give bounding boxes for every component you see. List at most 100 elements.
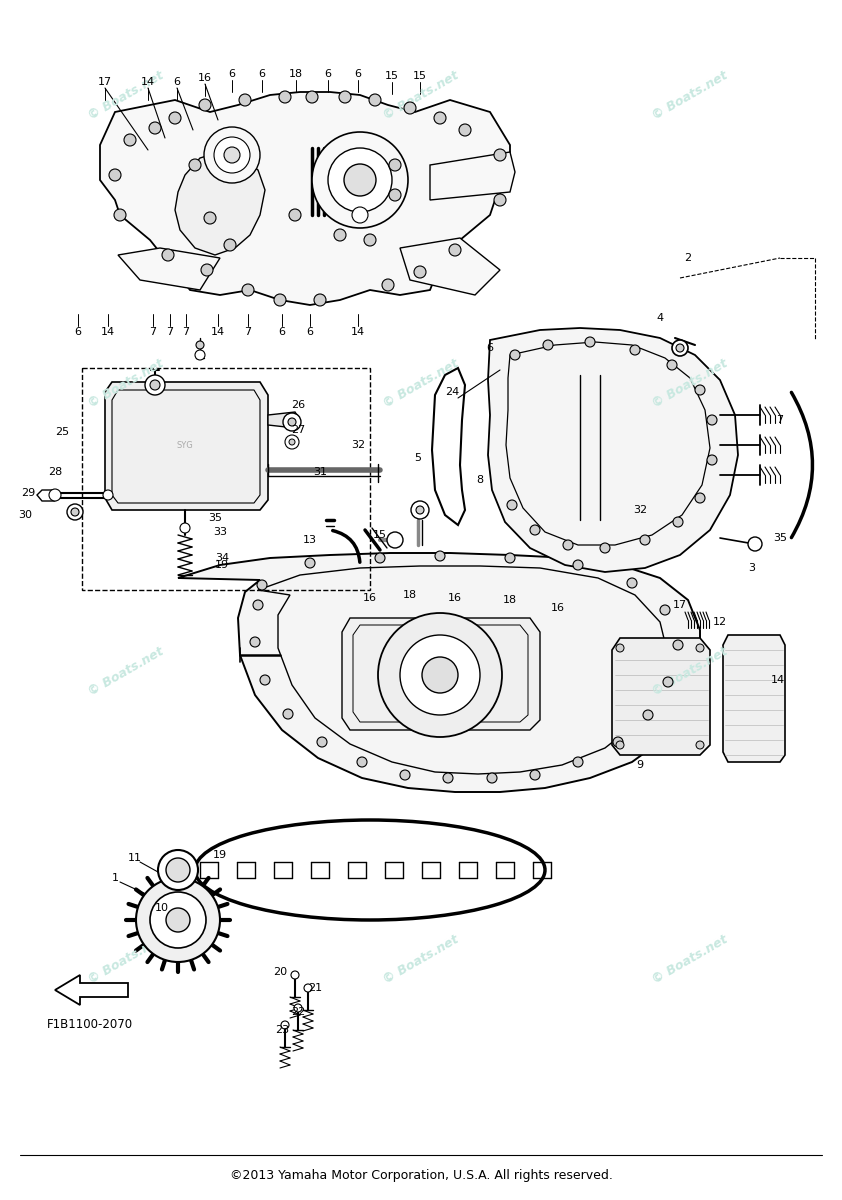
Circle shape [400, 635, 480, 715]
Circle shape [411, 502, 429, 518]
Text: © Boats.net: © Boats.net [650, 934, 731, 986]
Text: 15: 15 [385, 71, 399, 80]
Circle shape [434, 112, 446, 124]
Circle shape [375, 553, 385, 563]
Circle shape [387, 532, 403, 548]
Circle shape [672, 340, 688, 356]
Text: 16: 16 [551, 602, 565, 613]
Circle shape [673, 517, 683, 527]
Circle shape [306, 91, 318, 103]
Text: © Boats.net: © Boats.net [86, 358, 167, 410]
Text: 5: 5 [414, 452, 422, 463]
Text: 19: 19 [215, 560, 229, 570]
Circle shape [283, 709, 293, 719]
Text: 21: 21 [308, 983, 322, 994]
Text: © Boats.net: © Boats.net [86, 646, 167, 698]
Text: ©2013 Yamaha Motor Corporation, U.S.A. All rights reserved.: ©2013 Yamaha Motor Corporation, U.S.A. A… [230, 1169, 612, 1182]
Circle shape [563, 540, 573, 550]
Polygon shape [430, 152, 515, 200]
Circle shape [289, 439, 295, 445]
Text: 16: 16 [198, 73, 212, 83]
Circle shape [530, 526, 540, 535]
Circle shape [49, 490, 61, 502]
Circle shape [250, 637, 260, 647]
Circle shape [696, 740, 704, 749]
Text: 6: 6 [258, 68, 265, 79]
Circle shape [166, 858, 190, 882]
Circle shape [257, 580, 267, 590]
Circle shape [600, 542, 610, 553]
Circle shape [224, 146, 240, 163]
Circle shape [201, 264, 213, 276]
Circle shape [378, 613, 502, 737]
Circle shape [339, 91, 351, 103]
Circle shape [510, 350, 520, 360]
Circle shape [630, 346, 640, 355]
Text: 12: 12 [713, 617, 727, 626]
Circle shape [196, 341, 204, 349]
Circle shape [616, 644, 624, 652]
Circle shape [404, 102, 416, 114]
Text: 19: 19 [213, 850, 227, 860]
Circle shape [328, 148, 392, 212]
Text: 7: 7 [776, 415, 784, 425]
Text: 30: 30 [18, 510, 32, 520]
Circle shape [449, 244, 461, 256]
Text: 7: 7 [183, 326, 189, 337]
Circle shape [312, 132, 408, 228]
Text: 34: 34 [215, 553, 229, 563]
Text: 22: 22 [290, 1007, 305, 1018]
Text: 17: 17 [673, 600, 687, 610]
Circle shape [530, 770, 540, 780]
Circle shape [195, 350, 205, 360]
Text: © Boats.net: © Boats.net [381, 358, 461, 410]
Text: 18: 18 [503, 595, 517, 605]
Text: 2: 2 [685, 253, 691, 263]
Text: 6: 6 [354, 68, 361, 79]
Circle shape [543, 340, 553, 350]
Text: 6: 6 [487, 343, 493, 353]
Text: 14: 14 [101, 326, 115, 337]
Text: 35: 35 [773, 533, 787, 542]
Polygon shape [400, 238, 500, 295]
Text: 14: 14 [211, 326, 225, 337]
Polygon shape [100, 92, 510, 305]
Text: 32: 32 [633, 505, 647, 515]
Circle shape [124, 134, 136, 146]
Circle shape [748, 538, 762, 551]
Circle shape [304, 984, 312, 992]
Circle shape [707, 455, 717, 464]
Circle shape [422, 658, 458, 692]
Text: 24: 24 [445, 386, 459, 397]
Text: 27: 27 [290, 425, 305, 434]
Circle shape [158, 850, 198, 890]
Circle shape [314, 294, 326, 306]
Circle shape [660, 605, 670, 614]
Circle shape [695, 493, 705, 503]
Circle shape [253, 600, 263, 610]
Circle shape [667, 360, 677, 370]
Text: 15: 15 [413, 71, 427, 80]
Text: 8: 8 [477, 475, 483, 485]
Circle shape [585, 337, 595, 347]
Circle shape [640, 535, 650, 545]
Text: 16: 16 [363, 593, 377, 602]
Text: 17: 17 [98, 77, 112, 86]
Circle shape [487, 773, 497, 782]
Text: 33: 33 [213, 527, 227, 538]
Circle shape [162, 248, 174, 260]
Circle shape [400, 770, 410, 780]
Text: 1: 1 [111, 874, 119, 883]
Circle shape [443, 773, 453, 782]
Circle shape [676, 344, 684, 352]
Circle shape [189, 158, 201, 170]
Text: 29: 29 [21, 488, 35, 498]
Circle shape [573, 560, 583, 570]
Text: 18: 18 [403, 590, 417, 600]
Text: 9: 9 [637, 760, 643, 770]
Circle shape [459, 124, 471, 136]
Text: 14: 14 [141, 77, 155, 86]
Circle shape [663, 677, 673, 686]
Text: © Boats.net: © Boats.net [381, 70, 461, 122]
Polygon shape [488, 328, 738, 572]
